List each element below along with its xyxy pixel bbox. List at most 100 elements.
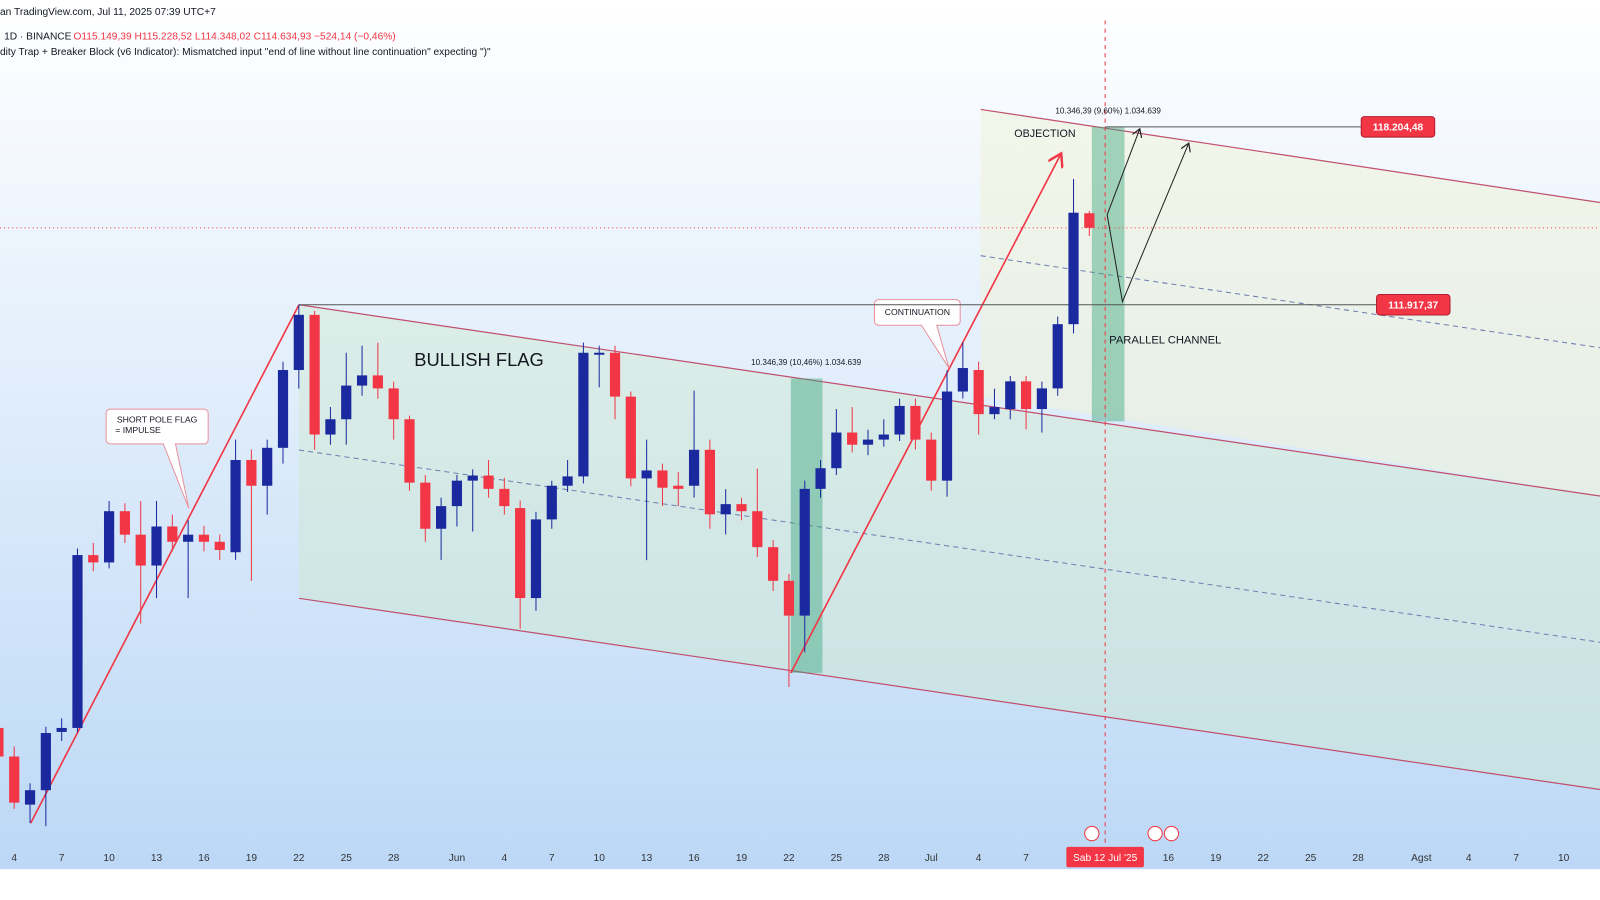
candle-body bbox=[167, 526, 178, 542]
x-tick-label: 25 bbox=[341, 853, 353, 864]
x-tick-label: 4 bbox=[502, 853, 508, 864]
callout bbox=[105, 408, 209, 509]
candle-body bbox=[799, 488, 810, 616]
candle-body bbox=[1068, 212, 1079, 325]
candle-body bbox=[1084, 213, 1095, 228]
candle-body bbox=[40, 733, 51, 791]
x-tick-label: 16 bbox=[198, 853, 210, 864]
candle-body bbox=[436, 506, 447, 529]
price-tag-label: 118.204,48 bbox=[1373, 123, 1424, 134]
candle-body bbox=[641, 470, 652, 479]
candle-body bbox=[341, 385, 352, 420]
candle-body bbox=[72, 555, 83, 728]
candle-body bbox=[609, 352, 621, 397]
candle-body bbox=[862, 439, 874, 445]
candle-body bbox=[183, 534, 194, 542]
x-tick-label: 10 bbox=[594, 853, 606, 864]
x-tick-label: 28 bbox=[388, 853, 400, 864]
x-tick-label: 19 bbox=[736, 853, 748, 864]
measure-box bbox=[1091, 126, 1125, 422]
annotation: CONTINUATION bbox=[885, 307, 950, 317]
candle-body bbox=[926, 439, 937, 481]
candle-body bbox=[24, 790, 36, 805]
candle-body bbox=[515, 508, 526, 599]
candle-body bbox=[546, 485, 557, 520]
event-icon bbox=[1084, 825, 1100, 842]
channel-line bbox=[298, 597, 1600, 791]
overlays: BULLISH FLAG SHORT POLE FLAG = IMPULSE C… bbox=[0, 7, 1570, 868]
candle-body bbox=[277, 370, 289, 448]
candle-body bbox=[704, 449, 715, 515]
price-tag bbox=[1376, 293, 1451, 316]
candle-body bbox=[768, 547, 779, 581]
candle-body bbox=[1020, 381, 1032, 410]
candle-body bbox=[910, 405, 921, 440]
footer bbox=[0, 869, 1600, 900]
candle-body bbox=[894, 405, 905, 435]
x-tick-label: Agst bbox=[1411, 853, 1432, 864]
x-tick-label: 19 bbox=[1210, 853, 1222, 864]
candle-body bbox=[88, 555, 99, 563]
candle-body bbox=[372, 375, 383, 389]
x-tick-label: 28 bbox=[878, 853, 890, 864]
x-tick-label: 13 bbox=[641, 853, 653, 864]
flag-channel bbox=[298, 304, 1600, 790]
annotation: BULLISH FLAG bbox=[414, 349, 544, 370]
x-tick-label: 22 bbox=[293, 853, 305, 864]
candle-body bbox=[293, 314, 304, 371]
candle-body bbox=[973, 370, 984, 415]
x-tick-label: 4 bbox=[1466, 853, 1472, 864]
header-ohlc: O115.149,39 H115.228,52 L114.348,02 C114… bbox=[73, 32, 395, 43]
candle-body bbox=[736, 504, 747, 512]
x-tick-label: 4 bbox=[976, 853, 982, 864]
candle-body bbox=[262, 447, 273, 486]
candle-body bbox=[420, 482, 431, 529]
crosshair-tag bbox=[1066, 846, 1144, 868]
candle-body bbox=[9, 756, 20, 803]
x-tick-label: Sab 12 Jul '25 bbox=[1073, 853, 1138, 864]
candle-body bbox=[499, 488, 510, 507]
projection-arrow bbox=[1106, 143, 1189, 304]
candle-body bbox=[720, 504, 731, 515]
candle-body bbox=[847, 432, 858, 445]
trend-arrow bbox=[790, 153, 1061, 674]
parallel-channel bbox=[980, 109, 1600, 497]
candle-body bbox=[783, 580, 795, 616]
candle-body bbox=[451, 480, 463, 507]
x-tick-label: Jul bbox=[925, 853, 938, 864]
candle-body bbox=[388, 388, 399, 420]
projection-arrow bbox=[1106, 129, 1140, 215]
candle-body bbox=[625, 396, 636, 479]
candle-body bbox=[1036, 388, 1047, 410]
channel-midline bbox=[980, 255, 1600, 349]
candle-body bbox=[878, 434, 889, 440]
annotation: OBJECTION bbox=[1014, 128, 1075, 140]
header-indicator: dity Trap + Breaker Block (v6 Indicator)… bbox=[0, 47, 491, 58]
event-icon bbox=[1163, 825, 1180, 842]
candles bbox=[0, 179, 1095, 827]
x-tick-label: 22 bbox=[783, 853, 795, 864]
candle-body bbox=[1005, 381, 1016, 410]
event-icon bbox=[1147, 825, 1163, 842]
x-tick-label: 4 bbox=[11, 853, 17, 864]
x-tick-label: 7 bbox=[549, 853, 555, 864]
candle-body bbox=[957, 368, 968, 392]
x-tick-label: 22 bbox=[1258, 853, 1270, 864]
candle-body bbox=[483, 475, 494, 489]
annotation: = IMPULSE bbox=[115, 425, 161, 435]
candle-body bbox=[103, 511, 115, 563]
candle-body bbox=[657, 470, 668, 488]
candle-body bbox=[831, 432, 842, 469]
x-tick-label: 7 bbox=[1023, 853, 1029, 864]
annotation: 10.346,39 (10,46%) 1.034.639 bbox=[751, 358, 862, 367]
header-symbol: 1D · BINANCE bbox=[4, 32, 72, 43]
x-tick-label: 16 bbox=[1163, 853, 1175, 864]
x-tick-label: 10 bbox=[1558, 853, 1570, 864]
candle-body bbox=[356, 375, 368, 386]
candle-body bbox=[989, 407, 1000, 415]
candle-body bbox=[1052, 324, 1063, 389]
candle-body bbox=[752, 511, 763, 548]
candle-body bbox=[688, 449, 700, 486]
candle-body bbox=[673, 485, 684, 489]
